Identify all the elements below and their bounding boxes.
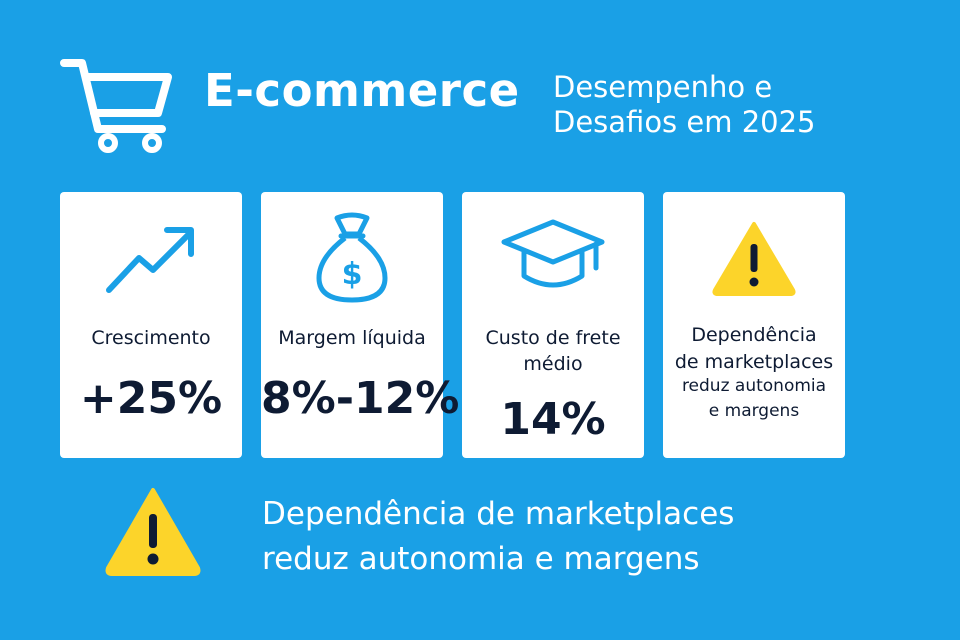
- warning-icon: [712, 222, 796, 296]
- card-label: Crescimento: [91, 327, 211, 349]
- card-warning-title-line-1: Dependência: [691, 324, 817, 346]
- card-value: +25%: [79, 373, 223, 424]
- card-warning-sub-line-2: e margens: [708, 400, 800, 421]
- graduation-cap-icon: [501, 219, 605, 288]
- card-label: Custo de frete médio: [468, 326, 638, 377]
- footer-message: Dependência de marketplaces reduz autono…: [262, 492, 902, 582]
- card-value: 14%: [500, 394, 606, 445]
- card-label: Margem líquida: [278, 327, 426, 349]
- warning-icon: [105, 488, 201, 576]
- trending-up-icon: [106, 227, 194, 293]
- card-warning-title: Dependência de marketplaces: [667, 322, 841, 375]
- stat-card-net-margin: $ Margem líquida 8%-12%: [261, 192, 460, 458]
- stat-card-growth: Crescimento +25%: [60, 192, 242, 458]
- card-warning-subtext: reduz autonomia e margens: [667, 374, 841, 423]
- subtitle-line-1: Desempenho e: [553, 70, 773, 104]
- stat-card-shipping-cost: Custo de frete médio 14%: [462, 192, 644, 458]
- shopping-cart-icon: [60, 59, 172, 153]
- page-title: E-commerce: [204, 64, 520, 117]
- money-bag-icon: $: [316, 212, 388, 303]
- card-label-line-1: Custo de frete: [485, 327, 621, 349]
- stat-card-warning: Dependência de marketplaces reduz autono…: [663, 192, 845, 458]
- header: E-commerce Desempenho e Desafios em 2025: [0, 0, 960, 180]
- card-label-line-2: médio: [523, 352, 583, 375]
- page-subtitle: Desempenho e Desafios em 2025: [553, 70, 873, 140]
- card-warning-title-line-2: de marketplaces: [674, 350, 834, 373]
- svg-text:$: $: [342, 257, 363, 292]
- footer-line-2: reduz autonomia e margens: [262, 540, 700, 577]
- subtitle-line-2: Desafios em 2025: [553, 104, 816, 139]
- card-warning-sub-line-1: reduz autonomia: [681, 376, 827, 396]
- footer-line-1: Dependência de marketplaces: [262, 496, 735, 532]
- card-value: 8%-12%: [261, 373, 460, 424]
